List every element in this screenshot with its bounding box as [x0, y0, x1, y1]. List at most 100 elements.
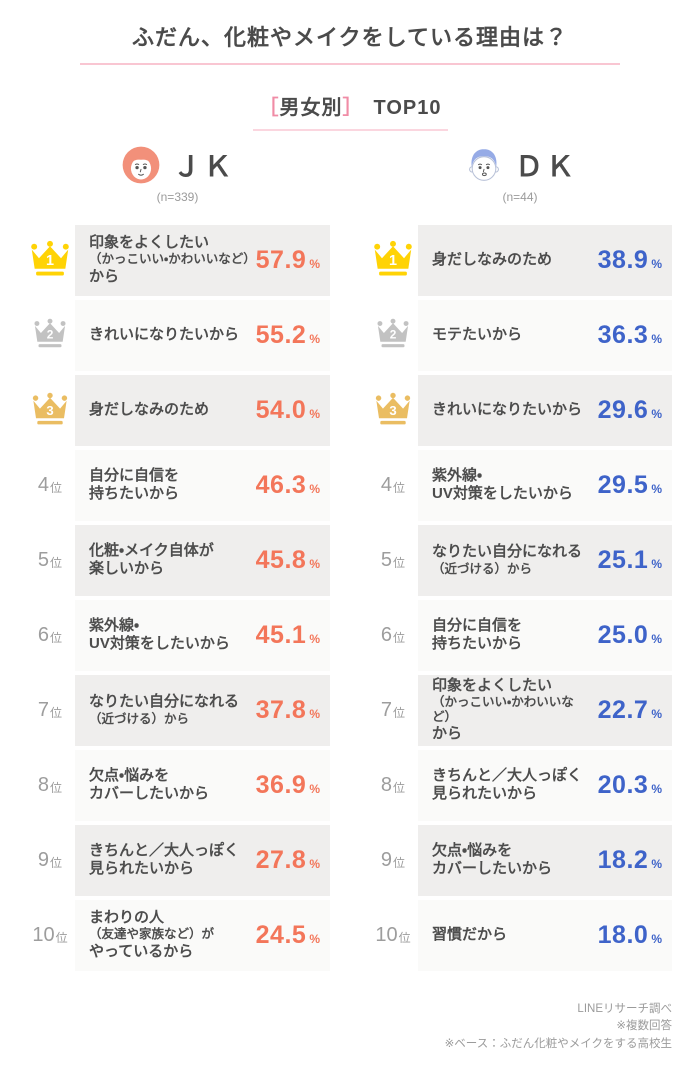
percent-value: 29.5: [597, 470, 649, 499]
percent-value: 25.1: [597, 545, 649, 574]
item-value: 36.3 %: [598, 321, 662, 350]
item-text: きれいになりたいから: [89, 326, 250, 344]
rank-suffix: 位: [50, 556, 63, 571]
row-box: きれいになりたいから 29.6 %: [418, 374, 672, 446]
rank-number: 5: [37, 548, 50, 571]
item-text-line: 見られたいから: [89, 860, 195, 878]
item-text-line: 紫外線・: [432, 466, 483, 484]
row-box: きちんと／大人っぽく 見られたいから 27.8 %: [75, 824, 330, 896]
rank-cell: 3: [25, 375, 75, 446]
title-underline: [80, 62, 620, 65]
rank-suffix: 位: [393, 856, 406, 871]
ranking-column-jk: ＪＫ (n=339) 1 印象をよくしたい （かっこいい・かわいいなど） から 57…: [25, 143, 330, 975]
column-face-icon: [120, 144, 162, 186]
rank-number: 9: [380, 848, 393, 871]
item-text-line: 身だしなみのため: [432, 250, 553, 268]
item-value: 45.8 %: [256, 546, 320, 575]
item-value: 55.2 %: [256, 321, 320, 350]
percent-sign: %: [309, 706, 320, 721]
svg-text:3: 3: [46, 402, 53, 417]
item-text-line: 印象をよくしたい: [89, 234, 210, 252]
item-text-line: きちんと／大人っぽく: [432, 766, 583, 784]
rank-number: 9: [37, 848, 50, 871]
percent-sign: %: [309, 781, 320, 796]
item-text-line: （かっこいい・かわいいなど）: [432, 694, 574, 725]
item-text-line: カバーしたいから: [432, 860, 553, 878]
item-text-line: 紫外線・: [89, 616, 140, 634]
svg-text:1: 1: [46, 253, 54, 269]
item-value: 20.3 %: [598, 771, 662, 800]
ranking-row: 2 モテたいから 36.3 %: [368, 299, 672, 371]
rank-suffix: 位: [55, 931, 68, 946]
item-text: 欠点・悩みを カバーしたいから: [432, 842, 592, 879]
item-text-line: （友達や家族など）が: [89, 927, 215, 942]
rank-number: 4: [380, 473, 393, 496]
column-header: ＤＫ: [368, 143, 672, 187]
item-text-line: から: [89, 267, 120, 285]
item-text-line: （かっこいい・かわいいなど）: [89, 252, 256, 267]
row-box: 印象をよくしたい （かっこいい・かわいいなど） から 57.9 %: [75, 224, 330, 296]
ranking-rows: 1 印象をよくしたい （かっこいい・かわいいなど） から 57.9 % 2 きれいに…: [25, 224, 330, 971]
percent-sign: %: [651, 481, 662, 496]
row-box: なりたい自分になれる （近づける）から 37.8 %: [75, 674, 330, 746]
svg-text:3: 3: [389, 402, 396, 417]
percent-sign: %: [651, 256, 662, 271]
footer-source: LINEリサーチ調べ: [577, 1002, 672, 1015]
item-text: 身だしなみのため: [432, 251, 592, 269]
ranking-row: 10 位 まわりの人 （友達や家族など）が やっているから 24.5 %: [25, 899, 330, 971]
ranking-row: 10 位 習慣だから 18.0 %: [368, 899, 672, 971]
rank-suffix: 位: [398, 931, 411, 946]
item-text-line: 欠点・悩みを: [432, 841, 513, 859]
svg-text:2: 2: [47, 328, 54, 342]
percent-value: 37.8: [255, 695, 307, 724]
item-value: 18.2 %: [598, 846, 662, 875]
column-label: ＤＫ: [514, 150, 577, 182]
item-text-line: 楽しいから: [89, 560, 165, 578]
rank-number: 6: [37, 623, 50, 646]
sample-size-label: (n=339): [156, 189, 199, 204]
bronze-crown-icon: 3: [32, 392, 68, 425]
percent-sign: %: [651, 706, 662, 721]
item-text: まわりの人 （友達や家族など）が やっているから: [89, 909, 250, 961]
percent-sign: %: [309, 256, 320, 271]
item-text-line: 自分に自信を: [432, 616, 523, 634]
item-text: モテたいから: [432, 326, 592, 344]
item-text-line: モテたいから: [432, 325, 523, 343]
item-value: 45.1 %: [256, 621, 320, 650]
percent-value: 46.3: [255, 470, 307, 499]
item-value: 29.5 %: [598, 471, 662, 500]
item-text-line: UV対策をしたいから: [89, 635, 230, 653]
percent-sign: %: [309, 481, 320, 496]
rank-number: 4: [37, 473, 50, 496]
row-box: まわりの人 （友達や家族など）が やっているから 24.5 %: [75, 899, 330, 971]
rank-suffix: 位: [393, 781, 406, 796]
item-value: 38.9 %: [598, 246, 662, 275]
item-text: 習慣だから: [432, 926, 592, 944]
item-text-line: 見られたいから: [432, 785, 538, 803]
item-text-line: 持ちたいから: [432, 635, 523, 653]
rank-number: 8: [380, 773, 393, 796]
item-text-line: やっているから: [89, 942, 194, 960]
svg-text:2: 2: [390, 328, 397, 342]
dk-face-icon: [469, 148, 499, 181]
item-text: 身だしなみのため: [89, 401, 250, 419]
percent-sign: %: [309, 631, 320, 646]
rank-cell: 3: [368, 375, 418, 446]
rank-number: 6: [380, 623, 393, 646]
item-text-line: きれいになりたいから: [432, 400, 583, 418]
item-text-line: から: [432, 725, 463, 743]
ranking-column-dk: ＤＫ (n=44) 1 身だしなみのため 38.9 % 2 モテたいから: [368, 143, 672, 975]
row-box: 紫外線・ UV対策をしたいから 29.5 %: [418, 449, 672, 521]
item-text: きちんと／大人っぽく 見られたいから: [432, 767, 592, 804]
column-face-icon: [463, 144, 505, 186]
row-box: 印象をよくしたい （かっこいい・かわいいなど） から 22.7 %: [418, 674, 672, 746]
